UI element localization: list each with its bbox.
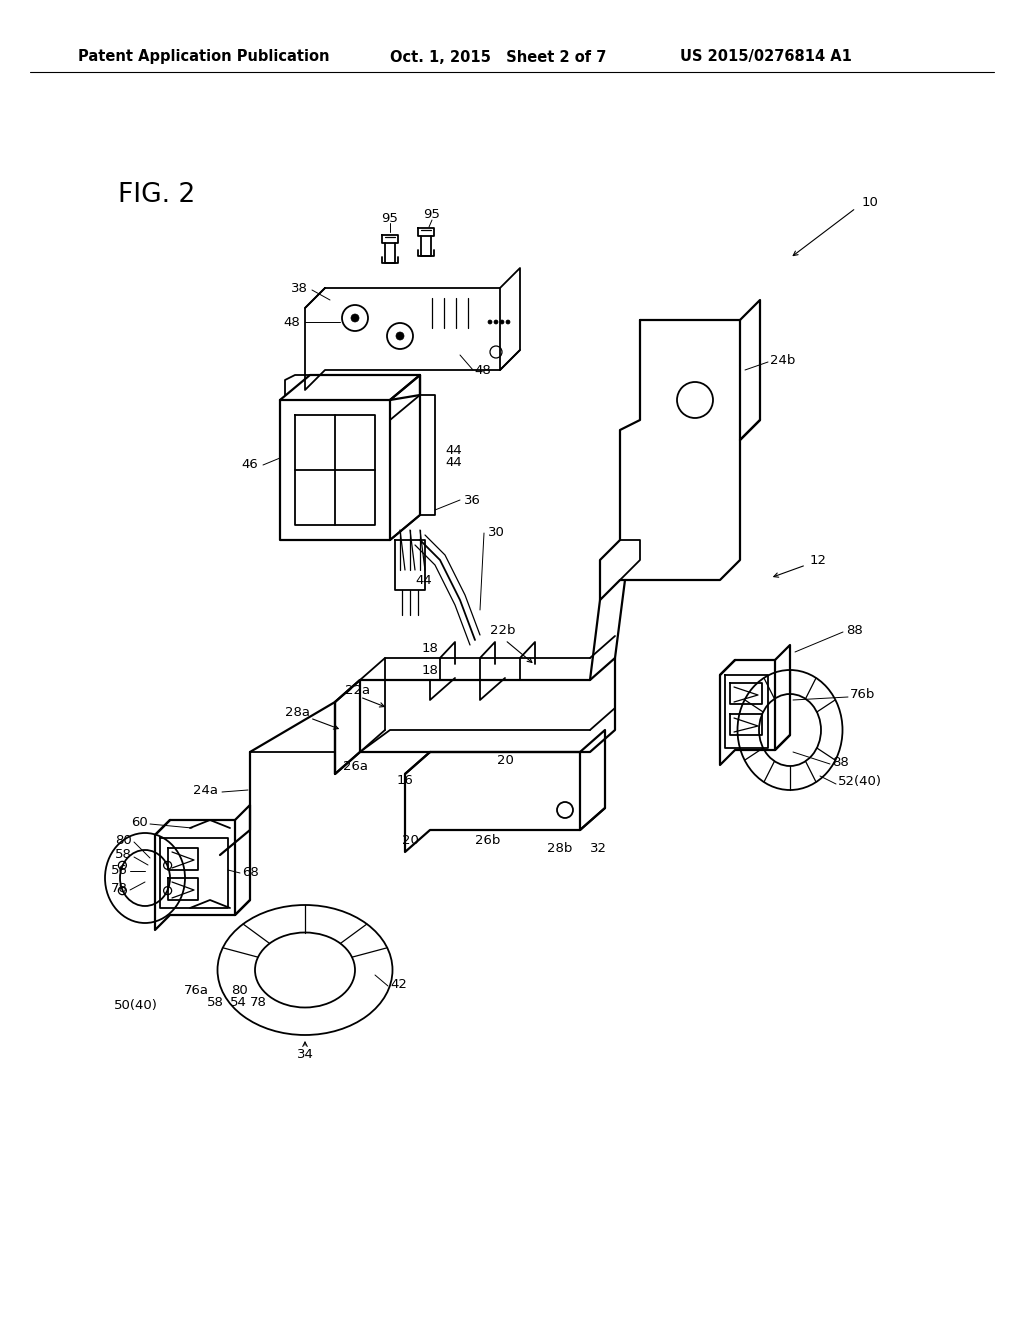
Text: 38: 38 [291, 281, 308, 294]
Text: 26b: 26b [475, 833, 501, 846]
Text: 78: 78 [112, 882, 128, 895]
Text: 52(40): 52(40) [838, 776, 882, 788]
Text: 30: 30 [488, 527, 505, 540]
Text: 28a: 28a [285, 705, 310, 718]
Text: 50(40): 50(40) [114, 998, 158, 1011]
Text: 58: 58 [207, 997, 223, 1010]
Text: 20: 20 [401, 833, 419, 846]
Text: 80: 80 [116, 833, 132, 846]
Text: 56: 56 [112, 863, 128, 876]
Circle shape [488, 319, 492, 323]
Text: 88: 88 [846, 623, 863, 636]
Text: 18: 18 [422, 642, 438, 655]
Text: 60: 60 [131, 817, 148, 829]
Circle shape [506, 319, 510, 323]
Text: 88: 88 [831, 755, 849, 768]
Circle shape [494, 319, 498, 323]
Text: FIG. 2: FIG. 2 [118, 182, 196, 209]
Text: 76b: 76b [850, 689, 876, 701]
Text: 32: 32 [590, 842, 606, 854]
Text: 36: 36 [464, 494, 481, 507]
Text: 95: 95 [424, 207, 440, 220]
Text: 20: 20 [497, 754, 513, 767]
Text: 24a: 24a [193, 784, 218, 796]
Text: 46: 46 [242, 458, 258, 471]
Text: 16: 16 [396, 774, 414, 787]
Text: US 2015/0276814 A1: US 2015/0276814 A1 [680, 49, 852, 65]
Text: 76a: 76a [183, 983, 209, 997]
Text: 44: 44 [445, 444, 462, 457]
Text: 22b: 22b [490, 623, 515, 636]
Text: Patent Application Publication: Patent Application Publication [78, 49, 330, 65]
Text: 80: 80 [231, 983, 249, 997]
Circle shape [351, 314, 359, 322]
Text: 48: 48 [284, 315, 300, 329]
Text: 78: 78 [250, 997, 266, 1010]
Text: 24b: 24b [770, 354, 796, 367]
Text: 26a: 26a [342, 759, 368, 772]
Text: 95: 95 [382, 211, 398, 224]
Text: 34: 34 [297, 1048, 313, 1061]
Text: 44: 44 [445, 455, 462, 469]
Text: Oct. 1, 2015   Sheet 2 of 7: Oct. 1, 2015 Sheet 2 of 7 [390, 49, 606, 65]
Text: 68: 68 [242, 866, 259, 879]
Text: 58: 58 [115, 849, 132, 862]
Text: 44: 44 [415, 573, 432, 586]
Text: 10: 10 [862, 195, 879, 209]
Text: 18: 18 [422, 664, 438, 676]
Text: 48: 48 [474, 363, 490, 376]
Text: 12: 12 [810, 553, 827, 566]
Text: 28b: 28b [547, 842, 572, 854]
Text: 42: 42 [390, 978, 407, 991]
Text: 22a: 22a [345, 684, 370, 697]
Circle shape [396, 333, 404, 341]
Circle shape [500, 319, 504, 323]
Text: 54: 54 [229, 997, 247, 1010]
